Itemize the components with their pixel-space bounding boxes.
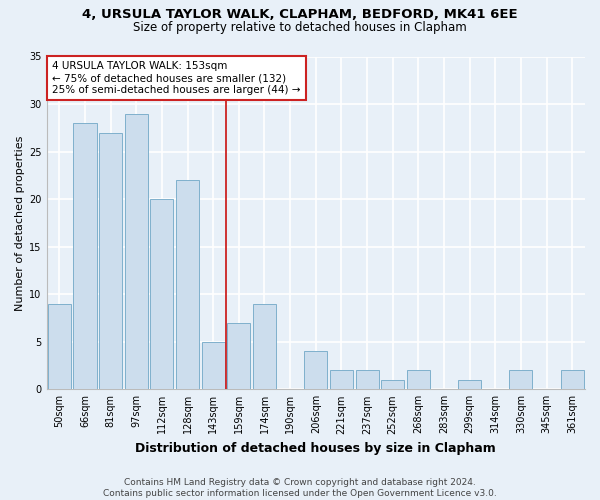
Bar (73, 123, 97, 390)
Bar (99, 132, 122, 390)
Bar (330, 370, 353, 390)
Text: 4, URSULA TAYLOR WALK, CLAPHAM, BEDFORD, MK41 6EE: 4, URSULA TAYLOR WALK, CLAPHAM, BEDFORD,… (82, 8, 518, 20)
Text: Size of property relative to detached houses in Clapham: Size of property relative to detached ho… (133, 21, 467, 34)
Bar (151, 199, 173, 390)
Bar (458, 380, 481, 390)
Bar (304, 352, 328, 390)
Text: Contains HM Land Registry data © Crown copyright and database right 2024.
Contai: Contains HM Land Registry data © Crown c… (103, 478, 497, 498)
Text: 4 URSULA TAYLOR WALK: 153sqm
← 75% of detached houses are smaller (132)
25% of s: 4 URSULA TAYLOR WALK: 153sqm ← 75% of de… (52, 62, 301, 94)
Bar (356, 370, 379, 390)
Bar (560, 370, 584, 390)
Bar (381, 380, 404, 390)
Bar (253, 304, 276, 390)
Bar (48, 304, 71, 390)
Bar (227, 322, 250, 390)
Bar (509, 370, 532, 390)
Bar (125, 114, 148, 390)
Y-axis label: Number of detached properties: Number of detached properties (15, 135, 25, 310)
X-axis label: Distribution of detached houses by size in Clapham: Distribution of detached houses by size … (136, 442, 496, 455)
Bar (407, 370, 430, 390)
Bar (176, 180, 199, 390)
Bar (202, 342, 225, 390)
